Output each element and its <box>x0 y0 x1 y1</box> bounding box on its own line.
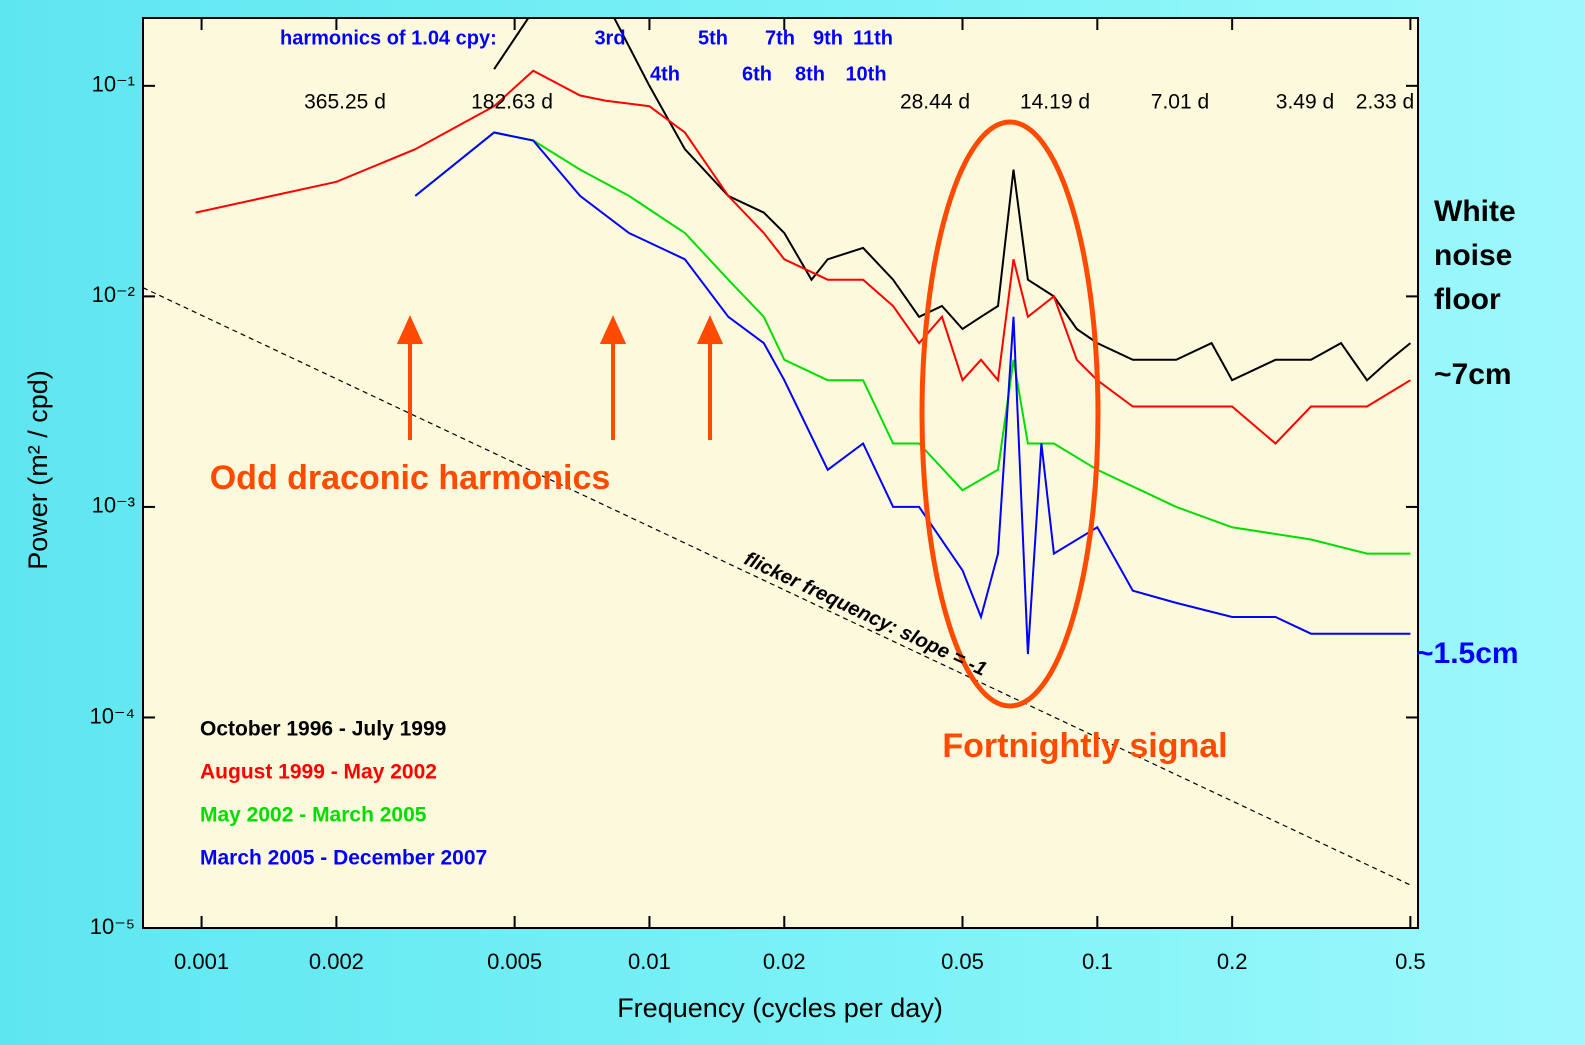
side-label: White noise floor <box>1434 195 1516 316</box>
y-axis-label: Power (m² / cpd) <box>23 370 53 570</box>
grid <box>143 18 1418 929</box>
legend: October 1996 - July 1999 August 1999 - Ma… <box>200 718 487 870</box>
x-tick-label: 0.2 <box>1217 949 1248 974</box>
period-label: 365.25 d <box>304 91 386 114</box>
legend-entry: August 1999 - May 2002 <box>200 761 437 784</box>
x-tick-label: 0.001 <box>174 949 229 974</box>
harmonic-label: 10th <box>845 63 886 85</box>
x-axis-label: Frequency (cycles per day) <box>617 993 943 1023</box>
x-tick-label: 0.002 <box>309 949 364 974</box>
y-tick-label: 10⁻¹ <box>92 72 135 97</box>
harmonic-label: 5th <box>698 27 728 49</box>
legend-entry: October 1996 - July 1999 <box>200 718 446 741</box>
x-tick-label: 0.005 <box>487 949 542 974</box>
harmonics-label: harmonics of 1.04 cpy: <box>280 27 497 49</box>
x-tick-label: 0.05 <box>941 949 984 974</box>
annotation: Fortnightly signal <box>942 727 1227 765</box>
legend-entry: May 2002 - March 2005 <box>200 804 427 827</box>
plot-area <box>142 17 1419 929</box>
series-line <box>414 131 1411 555</box>
harmonic-label: 8th <box>795 63 825 85</box>
period-label: 28.44 d <box>900 91 970 114</box>
series-line <box>195 69 1411 445</box>
x-tick-label: 0.02 <box>763 949 806 974</box>
harmonic-label: 7th <box>765 27 795 49</box>
side-label: ~7cm <box>1434 358 1512 391</box>
legend-entry: March 2005 - December 2007 <box>200 847 487 870</box>
period-label: 3.49 d <box>1276 91 1334 114</box>
harmonic-label: 3rd <box>594 27 625 49</box>
period-label: 2.33 d <box>1356 91 1414 114</box>
y-tick-label: 10⁻⁵ <box>90 914 135 939</box>
arrows <box>396 315 724 440</box>
x-tick-label: 0.01 <box>628 949 671 974</box>
harmonic-label: 9th <box>813 27 843 49</box>
x-tick-label: 0.5 <box>1395 949 1426 974</box>
period-label: 182.63 d <box>471 91 553 114</box>
series-line <box>493 18 1412 382</box>
period-label: 14.19 d <box>1020 91 1090 114</box>
x-tick-label: 0.1 <box>1082 949 1113 974</box>
annotation: Odd draconic harmonics <box>210 459 611 497</box>
y-tick-label: 10⁻³ <box>92 493 135 518</box>
series-group <box>143 18 1412 886</box>
y-tick-label: 10⁻⁴ <box>89 703 135 728</box>
y-tick-label: 10⁻² <box>92 282 135 307</box>
harmonic-label: 6th <box>742 63 772 85</box>
period-label: 7.01 d <box>1151 91 1209 114</box>
side-label: ~1.5cm <box>1416 637 1519 670</box>
highlight-ellipse <box>919 119 1101 709</box>
series-line <box>414 131 1411 655</box>
harmonic-label: 4th <box>650 63 680 85</box>
harmonic-label: 11th <box>853 27 893 49</box>
